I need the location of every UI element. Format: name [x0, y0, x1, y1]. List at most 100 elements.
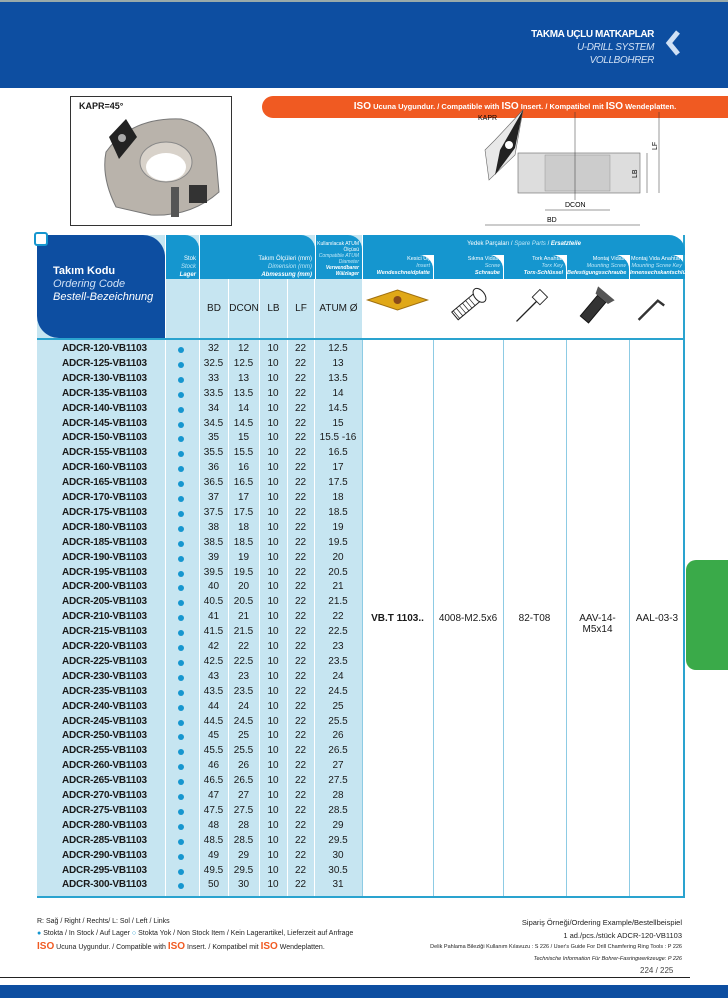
atum-value: 18 — [332, 492, 344, 503]
bd-value: 45 — [207, 730, 220, 742]
iso-mark: ISO — [501, 101, 519, 112]
table-row[interactable]: ADCR-290-VB1103 49 29 10 22 30 — [37, 849, 362, 864]
in-stock-icon — [178, 674, 184, 681]
stock-de: Lager — [179, 272, 196, 278]
bd-value: 34 — [207, 402, 220, 414]
table-row[interactable]: ADCR-120-VB1103 32 12 10 22 12.5 — [37, 342, 362, 357]
lb-value: 10 — [267, 670, 279, 682]
lf-value: 22 — [294, 432, 307, 444]
spare-part-de: Innensechskantschlüssel — [630, 270, 697, 276]
dcon-value: 16.5 — [233, 477, 254, 489]
ordering-code: ADCR-290-VB1103 — [62, 849, 147, 861]
dcon-value: 13 — [237, 372, 250, 384]
table-row[interactable]: ADCR-195-VB1103 39.5 19.5 10 22 20.5 — [37, 566, 362, 581]
table-row[interactable]: ADCR-285-VB1103 48.5 28.5 10 22 29.5 — [37, 834, 362, 849]
bd-value: 32 — [207, 343, 220, 354]
lf-value: 22 — [294, 402, 307, 414]
table-row[interactable]: ADCR-150-VB1103 35 15 10 22 15.5 -16 — [37, 431, 362, 446]
bd-value: 36.5 — [203, 477, 224, 489]
table-row[interactable]: ADCR-255-VB1103 45.5 25.5 10 22 26.5 — [37, 744, 362, 759]
atum-value: 22 — [332, 611, 344, 623]
table-row[interactable]: ADCR-240-VB1103 44 24 10 22 25 — [37, 700, 362, 715]
in-stock-icon — [178, 570, 184, 577]
dcon-value: 27 — [237, 790, 250, 801]
lb-value: 10 — [267, 775, 279, 787]
dcon-value: 24 — [237, 700, 250, 712]
dcon-value: 13.5 — [233, 387, 254, 399]
ordering-code: ADCR-250-VB1103 — [62, 730, 147, 742]
table-row[interactable]: ADCR-190-VB1103 39 19 10 22 20 — [37, 551, 362, 566]
table-row[interactable]: ADCR-180-VB1103 38 18 10 22 19 — [37, 521, 362, 536]
chevron-left-icon[interactable] — [664, 30, 682, 56]
dcon-value: 14 — [237, 402, 250, 414]
table-row[interactable]: ADCR-265-VB1103 46.5 26.5 10 22 27.5 — [37, 774, 362, 789]
atum-value: 23.5 — [328, 655, 348, 667]
atum-value: 19.5 — [328, 536, 348, 548]
table-row[interactable]: ADCR-160-VB1103 36 16 10 22 17 — [37, 461, 362, 476]
torx-key-icon — [516, 288, 549, 322]
lb-value: 10 — [267, 432, 279, 444]
ordering-code: ADCR-170-VB1103 — [62, 492, 147, 503]
bd-value: 43.5 — [203, 685, 224, 697]
table-row[interactable]: ADCR-210-VB1103 41 21 10 22 22 — [37, 610, 362, 625]
atum-header: Kullanılacak ATUM Ölçüsü Compatible ATUM … — [315, 235, 362, 279]
ordering-code: ADCR-225-VB1103 — [62, 655, 147, 667]
table-row[interactable]: ADCR-185-VB1103 38.5 18.5 10 22 19.5 — [37, 536, 362, 551]
table-row[interactable]: ADCR-225-VB1103 42.5 22.5 10 22 23.5 — [37, 655, 362, 670]
table-row[interactable]: ADCR-220-VB1103 42 22 10 22 23 — [37, 640, 362, 655]
ordering-code: ADCR-295-VB1103 — [62, 864, 147, 876]
in-stock-icon — [178, 361, 184, 368]
table-row[interactable]: ADCR-260-VB1103 46 26 10 22 27 — [37, 759, 362, 774]
in-stock-icon — [178, 555, 184, 562]
dcon-value: 23.5 — [233, 685, 254, 697]
table-row[interactable]: ADCR-165-VB1103 36.5 16.5 10 22 17.5 — [37, 476, 362, 491]
table-row[interactable]: ADCR-295-VB1103 49.5 29.5 10 22 30.5 — [37, 864, 362, 879]
dcon-value: 25 — [237, 730, 250, 742]
ordering-code: ADCR-220-VB1103 — [62, 641, 147, 652]
table-row[interactable]: ADCR-230-VB1103 43 23 10 22 24 — [37, 670, 362, 685]
ordering-code: ADCR-130-VB1103 — [62, 372, 147, 384]
table-row[interactable]: ADCR-270-VB1103 47 27 10 22 28 — [37, 789, 362, 804]
iso-mark: ISO — [605, 101, 624, 112]
lb-value: 10 — [267, 804, 279, 816]
table-row[interactable]: ADCR-175-VB1103 37.5 17.5 10 22 18.5 — [37, 506, 362, 521]
table-row[interactable]: ADCR-125-VB1103 32.5 12.5 10 22 13 — [37, 357, 362, 372]
table-row[interactable]: ADCR-170-VB1103 37 17 10 22 18 — [37, 491, 362, 506]
table-row[interactable]: ADCR-200-VB1103 40 20 10 22 21 — [37, 580, 362, 595]
table-row[interactable]: ADCR-135-VB1103 33.5 13.5 10 22 14 — [37, 387, 362, 402]
bd-value: 33.5 — [203, 387, 224, 399]
table-row[interactable]: ADCR-235-VB1103 43.5 23.5 10 22 24.5 — [37, 685, 362, 700]
ordering-code: ADCR-195-VB1103 — [62, 566, 147, 578]
atum-value: 30.5 — [328, 864, 348, 876]
table-row[interactable]: ADCR-245-VB1103 44.5 24.5 10 22 25.5 — [37, 715, 362, 730]
dcon-value: 14.5 — [233, 417, 254, 429]
lb-value: 10 — [267, 819, 279, 831]
ordering-code: ADCR-135-VB1103 — [62, 387, 147, 399]
table-row[interactable]: ADCR-130-VB1103 33 13 10 22 13.5 — [37, 372, 362, 387]
stock-header: Stok Stock Lager — [165, 235, 199, 279]
lf-value: 22 — [294, 372, 307, 384]
dcon-value: 18.5 — [233, 536, 254, 548]
atum-value: 17.5 — [328, 477, 348, 489]
bd-label: BD — [547, 217, 557, 224]
table-row[interactable]: ADCR-145-VB1103 34.5 14.5 10 22 15 — [37, 417, 362, 432]
table-row[interactable]: ADCR-140-VB1103 34 14 10 22 14.5 — [37, 402, 362, 417]
section-tab[interactable] — [686, 560, 728, 670]
table-row[interactable]: ADCR-250-VB1103 45 25 10 22 26 — [37, 729, 362, 744]
lf-value: 22 — [294, 581, 307, 593]
table-row[interactable]: ADCR-215-VB1103 41.5 21.5 10 22 22.5 — [37, 625, 362, 640]
table-row[interactable]: ADCR-155-VB1103 35.5 15.5 10 22 16.5 — [37, 446, 362, 461]
atum-value: 21 — [332, 581, 344, 593]
legend-in-stock: Stokta / In Stock / Auf Lager — [43, 930, 130, 937]
table-row[interactable]: ADCR-280-VB1103 48 28 10 22 29 — [37, 819, 362, 834]
lf-value: 22 — [294, 521, 307, 533]
dcon-value: 26 — [237, 760, 250, 772]
table-row[interactable]: ADCR-300-VB1103 50 30 10 22 31 — [37, 878, 362, 893]
ordering-code: ADCR-255-VB1103 — [62, 745, 147, 757]
in-stock-icon — [178, 659, 184, 666]
in-stock-icon — [178, 853, 184, 860]
in-stock-icon — [178, 719, 184, 726]
table-row[interactable]: ADCR-205-VB1103 40.5 20.5 10 22 21.5 — [37, 595, 362, 610]
spare-part-en: Torx Key — [541, 263, 563, 269]
table-row[interactable]: ADCR-275-VB1103 47.5 27.5 10 22 28.5 — [37, 804, 362, 819]
